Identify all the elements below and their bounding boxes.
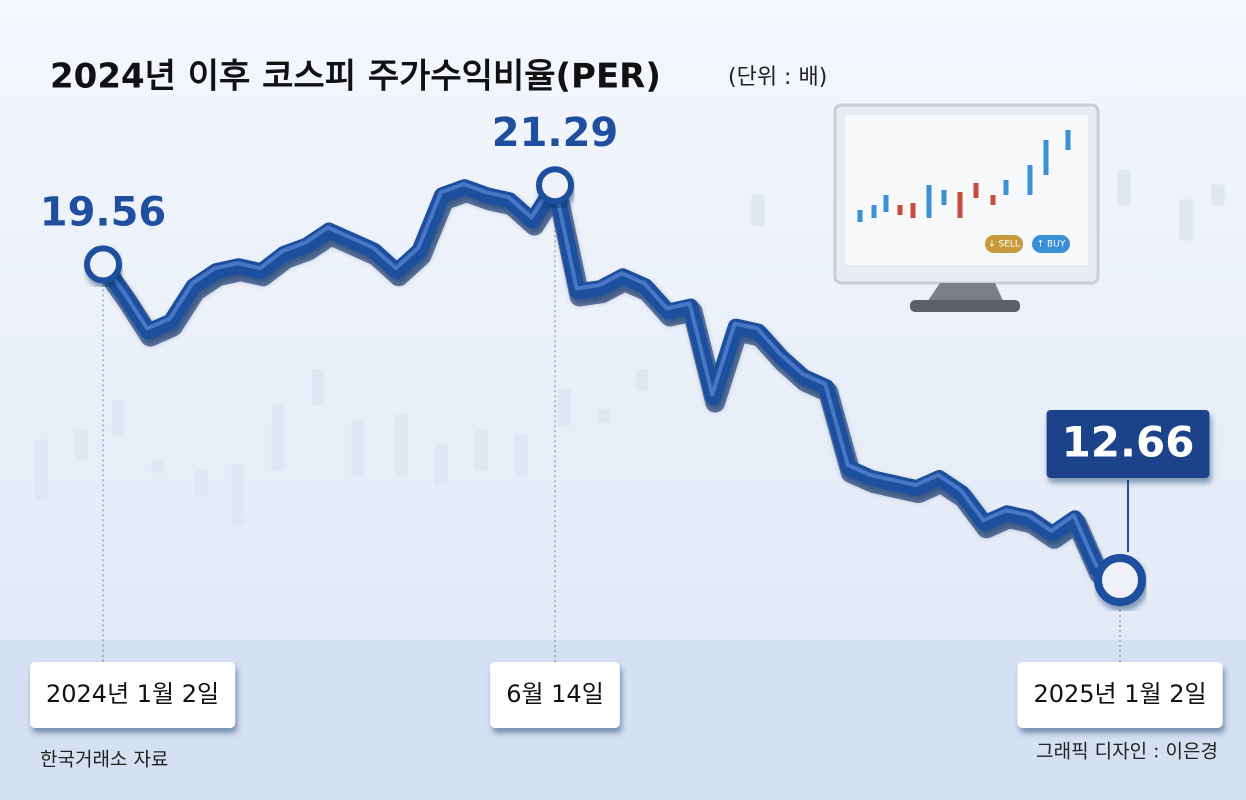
date-box: 2025년 1월 2일 bbox=[1017, 662, 1223, 728]
source: 한국거래소 자료 bbox=[40, 749, 168, 771]
date-box-bg bbox=[30, 662, 236, 728]
value-label: 19.56 bbox=[40, 189, 167, 235]
x-tick-label: 6월 14일 bbox=[506, 680, 604, 708]
date-box: 2024년 1월 2일 bbox=[30, 662, 236, 728]
sell-label: ↓ SELL bbox=[988, 240, 1020, 250]
point bbox=[84, 245, 122, 284]
chart-title: 2024년 이후 코스피 주가수익비율(PER) bbox=[50, 57, 661, 97]
unit-label: (단위 : 배) bbox=[728, 65, 827, 90]
value-label: 12.66 bbox=[1062, 418, 1195, 467]
callout: 12.66 bbox=[1046, 410, 1210, 553]
credit: 그래픽 디자인 : 이은경 bbox=[1036, 741, 1218, 763]
decor-candles bbox=[34, 169, 1225, 526]
date-box-bg bbox=[1017, 662, 1223, 728]
date-box: 6월 14일 bbox=[490, 662, 620, 728]
date-box-bg bbox=[490, 662, 620, 728]
x-tick-label: 2024년 1월 2일 bbox=[46, 680, 219, 708]
buy-label: ↑ BUY bbox=[1037, 240, 1066, 250]
x-tick-label: 2025년 1월 2일 bbox=[1033, 680, 1206, 708]
point bbox=[536, 166, 574, 205]
point bbox=[1094, 554, 1146, 607]
monitor: ↓ SELL ↑ BUY bbox=[833, 103, 1100, 312]
value-label: 21.29 bbox=[492, 110, 619, 156]
callout-box bbox=[1046, 410, 1210, 478]
line-highlight bbox=[100, 180, 1120, 579]
